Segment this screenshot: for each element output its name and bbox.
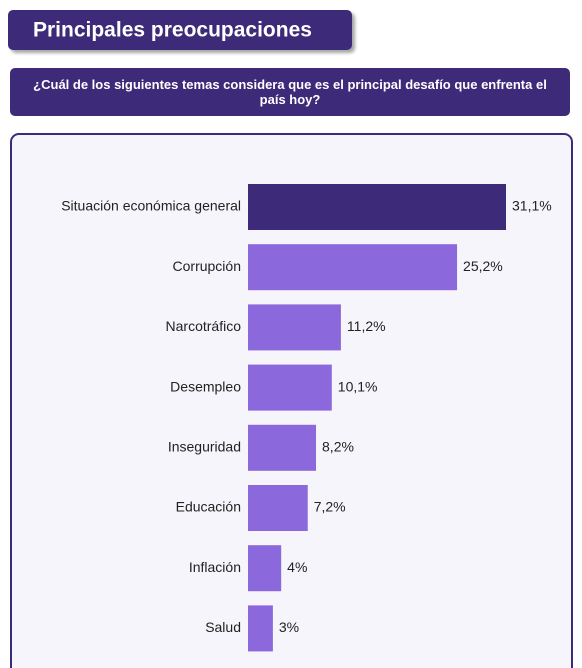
- value-label: 11,2%: [347, 318, 386, 334]
- value-label: 4%: [287, 559, 307, 575]
- category-label: Inseguridad: [168, 439, 241, 455]
- subtitle-box: [10, 68, 570, 116]
- chart-subtitle: ¿Cuál de los siguientes temas considera …: [33, 77, 547, 107]
- bar: [248, 485, 308, 531]
- value-label: 3%: [279, 619, 299, 635]
- category-label: Situación económica general: [61, 198, 241, 214]
- category-label: Narcotráfico: [166, 318, 242, 334]
- value-label: 10,1%: [338, 378, 378, 394]
- category-label: Corrupción: [173, 258, 241, 274]
- title-box: [8, 10, 352, 50]
- chart-title: Principales preocupaciones: [33, 19, 312, 42]
- category-label: Desempleo: [170, 378, 241, 394]
- bar: [248, 304, 341, 351]
- bar: [248, 184, 506, 230]
- value-label: 8,2%: [322, 439, 354, 455]
- category-label: Inflación: [189, 559, 241, 575]
- bar: [248, 545, 282, 592]
- bar: [248, 605, 273, 652]
- value-label: 31,1%: [512, 198, 552, 214]
- value-label: 25,2%: [463, 258, 503, 274]
- value-label: 7,2%: [314, 499, 346, 515]
- bar: [248, 244, 458, 291]
- subtitle-wrap: ¿Cuál de los siguientes temas considera …: [33, 77, 547, 107]
- bar: [248, 424, 317, 471]
- bar: [248, 364, 332, 411]
- category-label: Salud: [205, 619, 241, 635]
- category-label: Educación: [176, 499, 241, 515]
